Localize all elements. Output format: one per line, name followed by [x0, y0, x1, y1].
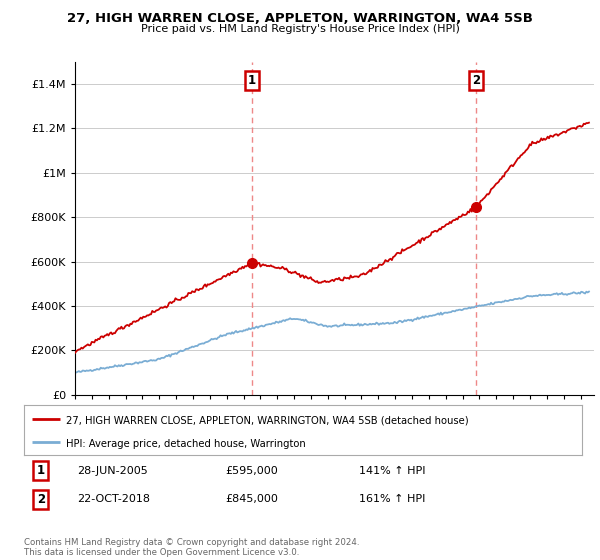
Text: Contains HM Land Registry data © Crown copyright and database right 2024.
This d: Contains HM Land Registry data © Crown c… — [24, 538, 359, 557]
Text: 1: 1 — [248, 74, 256, 87]
Text: 1: 1 — [37, 464, 45, 477]
Text: 27, HIGH WARREN CLOSE, APPLETON, WARRINGTON, WA4 5SB (detached house): 27, HIGH WARREN CLOSE, APPLETON, WARRING… — [66, 415, 469, 425]
Text: 2: 2 — [37, 493, 45, 506]
Text: 28-JUN-2005: 28-JUN-2005 — [77, 465, 148, 475]
Text: 22-OCT-2018: 22-OCT-2018 — [77, 494, 150, 505]
Text: £845,000: £845,000 — [225, 494, 278, 505]
Text: £595,000: £595,000 — [225, 465, 278, 475]
Text: 27, HIGH WARREN CLOSE, APPLETON, WARRINGTON, WA4 5SB: 27, HIGH WARREN CLOSE, APPLETON, WARRING… — [67, 12, 533, 25]
Text: 2: 2 — [472, 74, 480, 87]
Text: HPI: Average price, detached house, Warrington: HPI: Average price, detached house, Warr… — [66, 439, 305, 449]
Text: Price paid vs. HM Land Registry's House Price Index (HPI): Price paid vs. HM Land Registry's House … — [140, 24, 460, 34]
Text: 141% ↑ HPI: 141% ↑ HPI — [359, 465, 425, 475]
Text: 161% ↑ HPI: 161% ↑ HPI — [359, 494, 425, 505]
